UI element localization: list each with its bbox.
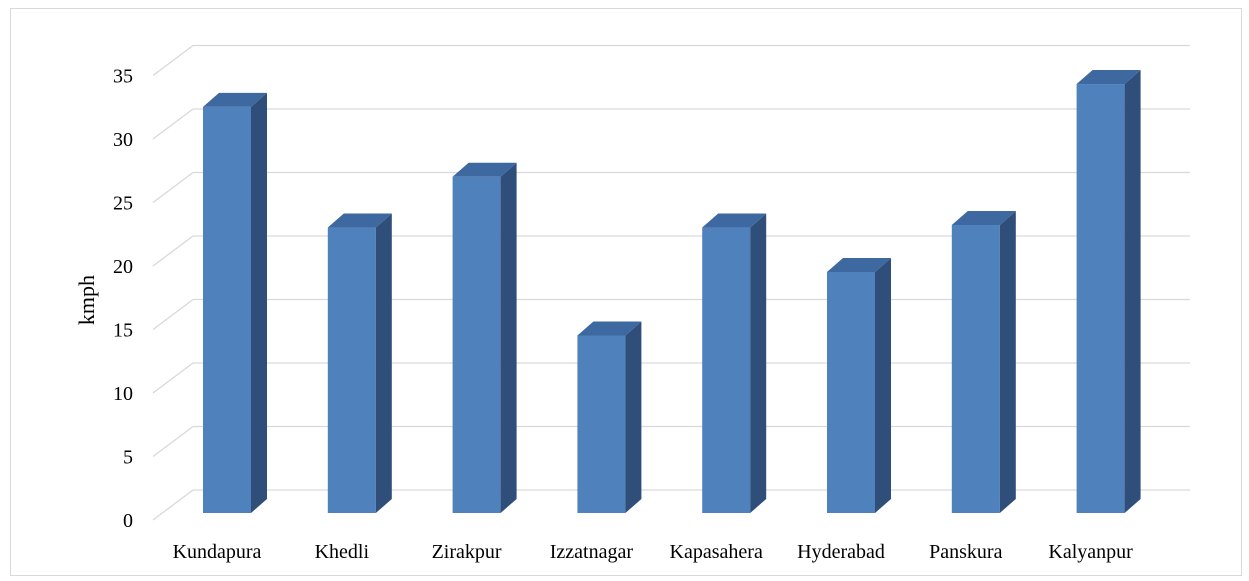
bar-front — [577, 335, 626, 513]
bar-side — [251, 92, 267, 514]
bar — [327, 213, 392, 514]
gridline-side — [152, 108, 194, 140]
bar — [951, 211, 1016, 513]
bar — [577, 321, 642, 513]
bar-top — [203, 92, 267, 107]
bar-top — [827, 258, 891, 272]
gridline-side — [152, 489, 194, 521]
bar — [203, 92, 267, 514]
x-axis-labels: Kundapura Khedli Zirakpur Izzatnagar Kapasah… — [173, 541, 1134, 563]
bar-side — [625, 321, 642, 513]
bar — [827, 258, 891, 513]
bar-side — [999, 211, 1016, 513]
bar-top — [577, 321, 642, 336]
bar — [452, 162, 517, 513]
bar-side — [1124, 70, 1141, 513]
y-tick-label: 30 — [113, 129, 133, 151]
x-category-label: Kundapura — [173, 541, 262, 563]
gridline-side — [152, 44, 194, 77]
y-tick-label: 20 — [113, 256, 133, 278]
bar-top — [1076, 70, 1141, 85]
gridline-side — [152, 235, 194, 267]
bar-front — [951, 225, 1000, 513]
gridlines — [152, 44, 1190, 521]
x-category-label: Panskura — [929, 541, 1002, 563]
gridline-side — [152, 298, 194, 331]
bar-top — [452, 162, 517, 177]
bar-top — [702, 213, 767, 228]
y-axis-title: kmph — [74, 275, 99, 325]
bar — [1076, 70, 1141, 513]
bar-front — [702, 227, 751, 514]
bar-top — [327, 213, 392, 228]
bar — [702, 213, 767, 514]
y-tick-label: 0 — [123, 510, 133, 532]
bar-front — [327, 227, 376, 514]
x-category-label: Izzatnagar — [550, 541, 634, 563]
bar-front — [1076, 84, 1125, 513]
gridline-side — [152, 425, 194, 458]
bar-top — [951, 211, 1016, 226]
y-tick-label: 10 — [113, 383, 133, 405]
x-category-label: Kapasahera — [670, 541, 763, 563]
bar-side — [875, 258, 891, 513]
y-tick-label: 15 — [113, 320, 133, 342]
bar-front — [452, 176, 501, 513]
gridline-side — [152, 362, 194, 394]
bar-side — [500, 162, 517, 513]
x-category-label: Zirakpur — [432, 541, 502, 563]
y-axis-ticks: 0 5 10 15 20 25 30 35 — [113, 66, 133, 533]
y-tick-label: 35 — [113, 66, 133, 88]
x-category-label: Hyderabad — [797, 541, 885, 563]
bar-front — [203, 106, 251, 514]
y-tick-label: 5 — [123, 447, 133, 469]
bars — [203, 70, 1141, 514]
bar-side — [375, 213, 392, 514]
bar-front — [827, 272, 875, 513]
x-category-label: Khedli — [315, 541, 370, 563]
bar-side — [750, 213, 767, 514]
x-category-label: Kalyanpur — [1048, 541, 1133, 563]
y-tick-label: 25 — [113, 193, 133, 215]
gridline-side — [152, 171, 194, 204]
